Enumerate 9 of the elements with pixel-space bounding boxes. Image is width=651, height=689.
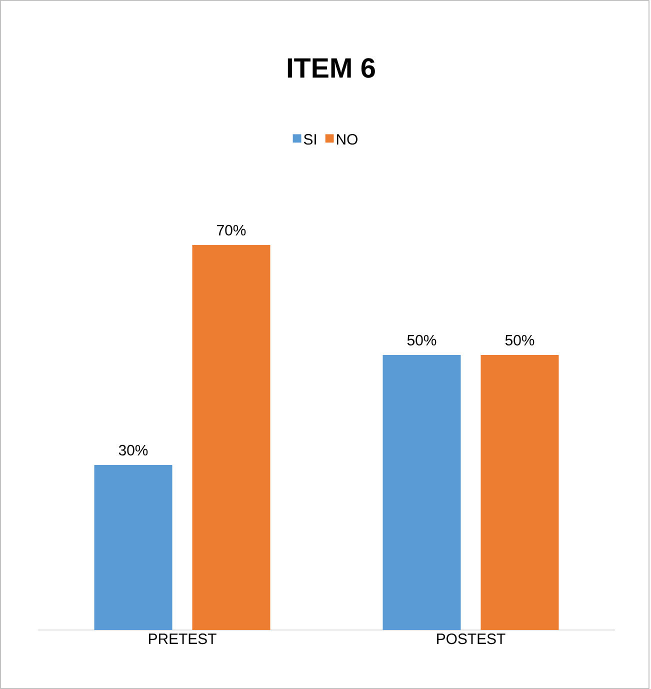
x-tick-label: PRETEST xyxy=(149,634,216,644)
data-label: 50% xyxy=(407,334,436,346)
legend-label: NO xyxy=(336,134,358,145)
data-label: 50% xyxy=(505,334,534,346)
x-tick-label: POSTEST xyxy=(437,634,506,644)
data-label: 70% xyxy=(217,224,246,236)
data-label: 30% xyxy=(118,444,148,456)
chart-title: ITEM 6 xyxy=(288,58,375,78)
legend-label: SI xyxy=(304,134,316,145)
